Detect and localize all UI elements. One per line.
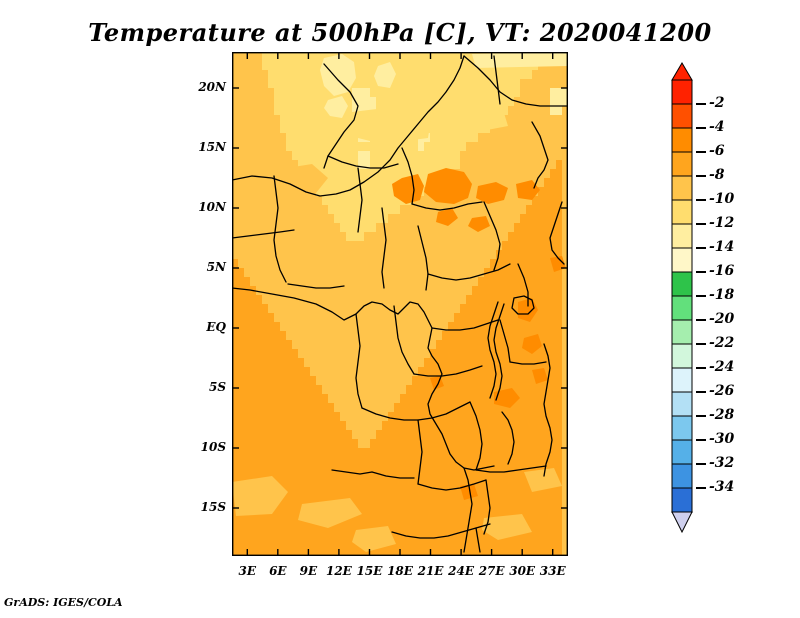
colorbar-tick-label: -30 [709, 431, 735, 447]
grads-watermark: GrADS: IGES/COLA [4, 596, 123, 609]
x-axis-tick-label: 30E [509, 564, 536, 578]
x-axis-tick-label: 3E [238, 564, 257, 578]
colorbar-tick-label: -34 [709, 479, 735, 495]
colorbar-tick-label: -16 [709, 263, 735, 279]
y-axis-tick-label: 10N [198, 200, 226, 214]
y-axis-tick-label: 15N [198, 140, 226, 154]
y-axis-tick-label: 15S [200, 500, 226, 514]
map-plot-area[interactable] [232, 52, 568, 556]
colorbar-tick-label: -18 [709, 287, 735, 303]
y-axis-tick-label: EQ [206, 320, 226, 334]
x-axis-tick-label: 33E [539, 564, 566, 578]
y-axis-tick-label: 5S [208, 380, 226, 394]
colorbar-scale[interactable] [660, 62, 780, 552]
colorbar[interactable]: -2 -4 -6 -8 -10 -12 -14 -16 -18 -20 -22 -24 -26 -28 -3… [660, 62, 780, 552]
colorbar-tick-label: -20 [709, 311, 735, 327]
colorbar-tick-label: -10 [709, 191, 735, 207]
heatmap-anomaly-blobs [232, 52, 568, 552]
y-axis-tick-label: 20N [198, 80, 226, 94]
map-borders-and-coastlines [232, 55, 568, 553]
colorbar-tick-label: -28 [709, 407, 735, 423]
x-axis-tick-label: 18E [387, 564, 413, 578]
colorbar-tick-label: -26 [709, 383, 735, 399]
colorbar-tick-label: -14 [709, 239, 735, 255]
colorbar-tick-label: -2 [709, 95, 725, 111]
colorbar-tick-label: -6 [709, 143, 725, 159]
page-title: Temperature at 500hPa [C], VT: 202004120… [88, 18, 712, 47]
x-axis-tick-label: 21E [417, 564, 444, 578]
temperature-heatmap[interactable] [232, 52, 568, 556]
y-axis-tick-label: 5N [206, 260, 226, 274]
x-axis-tick-label: 24E [448, 564, 474, 578]
x-axis-tick-label: 9E [299, 564, 318, 578]
colorbar-tick-label: -8 [709, 167, 725, 183]
colorbar-tick-label: -12 [709, 215, 735, 231]
colorbar-tick-label: -32 [709, 455, 735, 471]
x-axis-tick-label: 12E [325, 564, 352, 578]
x-axis-tick-label: 15E [356, 564, 383, 578]
colorbar-bands[interactable] [671, 79, 693, 513]
colorbar-tick-label: -24 [709, 359, 735, 375]
x-axis-tick-label: 6E [269, 564, 287, 578]
colorbar-over-arrow [671, 62, 693, 81]
colorbar-under-arrow [671, 511, 693, 534]
y-axis-tick-label: 10S [200, 440, 226, 454]
colorbar-tick-label: -4 [709, 119, 725, 135]
colorbar-tick-label: -22 [709, 335, 735, 351]
x-axis-tick-label: 27E [478, 564, 505, 578]
